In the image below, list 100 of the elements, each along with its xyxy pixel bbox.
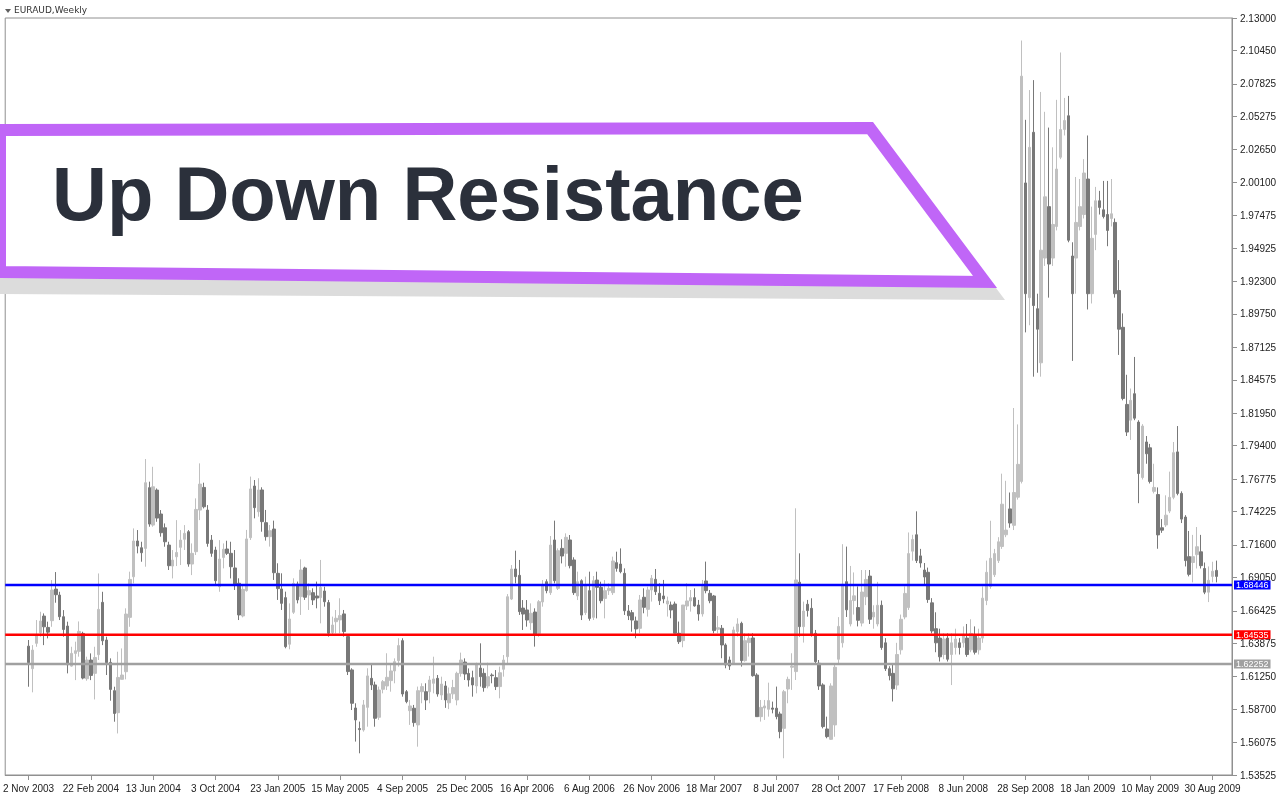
candlestick: [408, 699, 412, 726]
candlestick: [1047, 127, 1051, 299]
candlestick: [716, 615, 720, 634]
candlestick: [303, 566, 307, 601]
candlestick: [891, 663, 895, 702]
candlestick: [288, 602, 291, 650]
candlestick: [946, 632, 949, 663]
candlestick: [1141, 423, 1144, 481]
candlestick: [876, 581, 879, 627]
x-tick-label: 13 Jun 2004: [125, 782, 182, 794]
y-tick-label: 1.61250: [1240, 671, 1277, 683]
candlestick: [1164, 494, 1168, 528]
candlestick: [564, 532, 568, 568]
x-tick-label: 28 Oct 2007: [811, 782, 867, 794]
candlestick: [942, 632, 946, 660]
y-tick-label: 1.71600: [1240, 539, 1277, 551]
candlestick: [1012, 407, 1016, 531]
x-tick-label: 25 Dec 2005: [436, 782, 494, 794]
candlestick: [619, 547, 622, 574]
candlestick: [292, 577, 295, 615]
candlestick: [1152, 463, 1156, 494]
candlestick: [962, 625, 965, 649]
x-tick-label: 6 Aug 2006: [564, 782, 616, 794]
candlestick: [27, 639, 30, 688]
y-tick-label: 1.66425: [1240, 605, 1277, 617]
candlestick: [1133, 356, 1136, 421]
y-tick-label: 2.10450: [1240, 44, 1277, 56]
candlestick: [151, 466, 155, 528]
candlestick: [549, 535, 552, 596]
candlestick: [1129, 388, 1132, 441]
x-tick-label: 16 Apr 2006: [500, 782, 555, 794]
y-tick-label: 1.92300: [1240, 275, 1277, 287]
y-tick-label: 1.79400: [1240, 440, 1277, 452]
candlestick: [743, 632, 747, 663]
candlestick: [860, 569, 864, 627]
candlestick: [1110, 178, 1113, 227]
candlestick: [113, 686, 116, 723]
candlestick: [642, 587, 646, 614]
x-tick-label: 10 May 2009: [1121, 782, 1180, 794]
candlestick: [553, 520, 556, 584]
candlestick: [712, 594, 716, 634]
candlestick: [1106, 180, 1109, 247]
x-tick-label: 3 Oct 2004: [191, 782, 241, 794]
x-tick-label: 22 Feb 2004: [62, 782, 120, 794]
candlestick: [342, 609, 346, 638]
candlestick: [35, 619, 38, 648]
candlestick: [915, 510, 918, 564]
text: Up Down Resistance: [52, 150, 804, 237]
x-tick-label: 23 Jan 2005: [250, 782, 306, 794]
candlestick: [31, 644, 34, 693]
candlestick: [911, 534, 914, 562]
candlestick: [323, 586, 326, 608]
candlestick: [973, 625, 977, 656]
candlestick: [424, 682, 428, 711]
candlestick: [315, 581, 319, 609]
candlestick: [440, 676, 443, 701]
y-tick-label: 1.87125: [1240, 341, 1277, 353]
candlestick: [397, 637, 400, 668]
candlestick: [845, 546, 848, 618]
candlestick: [1059, 51, 1062, 160]
candlestick: [798, 552, 801, 638]
candlestick: [1215, 560, 1218, 583]
y-tick-label: 1.97475: [1240, 210, 1277, 222]
candlestick: [849, 565, 852, 627]
candlestick: [436, 674, 439, 698]
x-tick-label: 18 Mar 2007: [685, 782, 743, 794]
y-tick-label: 1.58700: [1240, 703, 1277, 715]
candlestick: [327, 599, 330, 638]
candlestick: [444, 680, 447, 709]
candlestick: [658, 582, 661, 606]
y-tick-label: 1.81950: [1240, 407, 1277, 419]
candlestick: [556, 547, 560, 591]
candlestick: [1086, 134, 1090, 310]
x-tick-label: 2 Nov 2003: [3, 782, 55, 794]
candlestick: [1207, 565, 1210, 603]
x-tick-label: 28 Sep 2008: [997, 782, 1055, 794]
candlestick: [471, 670, 474, 698]
candlestick: [85, 656, 89, 682]
y-tick-label: 1.76775: [1240, 473, 1277, 485]
candlestick: [580, 578, 583, 621]
candlestick: [171, 549, 174, 579]
y-tick-label: 1.53525: [1240, 769, 1277, 781]
candlestick: [1036, 293, 1039, 374]
candlestick: [1024, 119, 1027, 333]
candlestick: [1028, 89, 1031, 326]
candlestick: [603, 579, 607, 619]
candlestick: [50, 579, 54, 628]
candlestick: [1008, 492, 1012, 529]
x-tick-label: 18 Jan 2009: [1060, 782, 1116, 794]
y-tick-label: 2.00100: [1240, 176, 1277, 188]
x-tick-label: 17 Feb 2008: [872, 782, 930, 794]
candlestick: [249, 476, 252, 541]
ref-line-label: 1.62252: [1236, 658, 1269, 669]
candlestick: [136, 529, 139, 554]
candlestick: [479, 642, 482, 688]
candlestick: [856, 585, 860, 627]
candlestick: [179, 529, 182, 566]
candlestick: [1137, 419, 1140, 504]
candlestick: [588, 571, 591, 622]
candlestick: [358, 721, 361, 754]
